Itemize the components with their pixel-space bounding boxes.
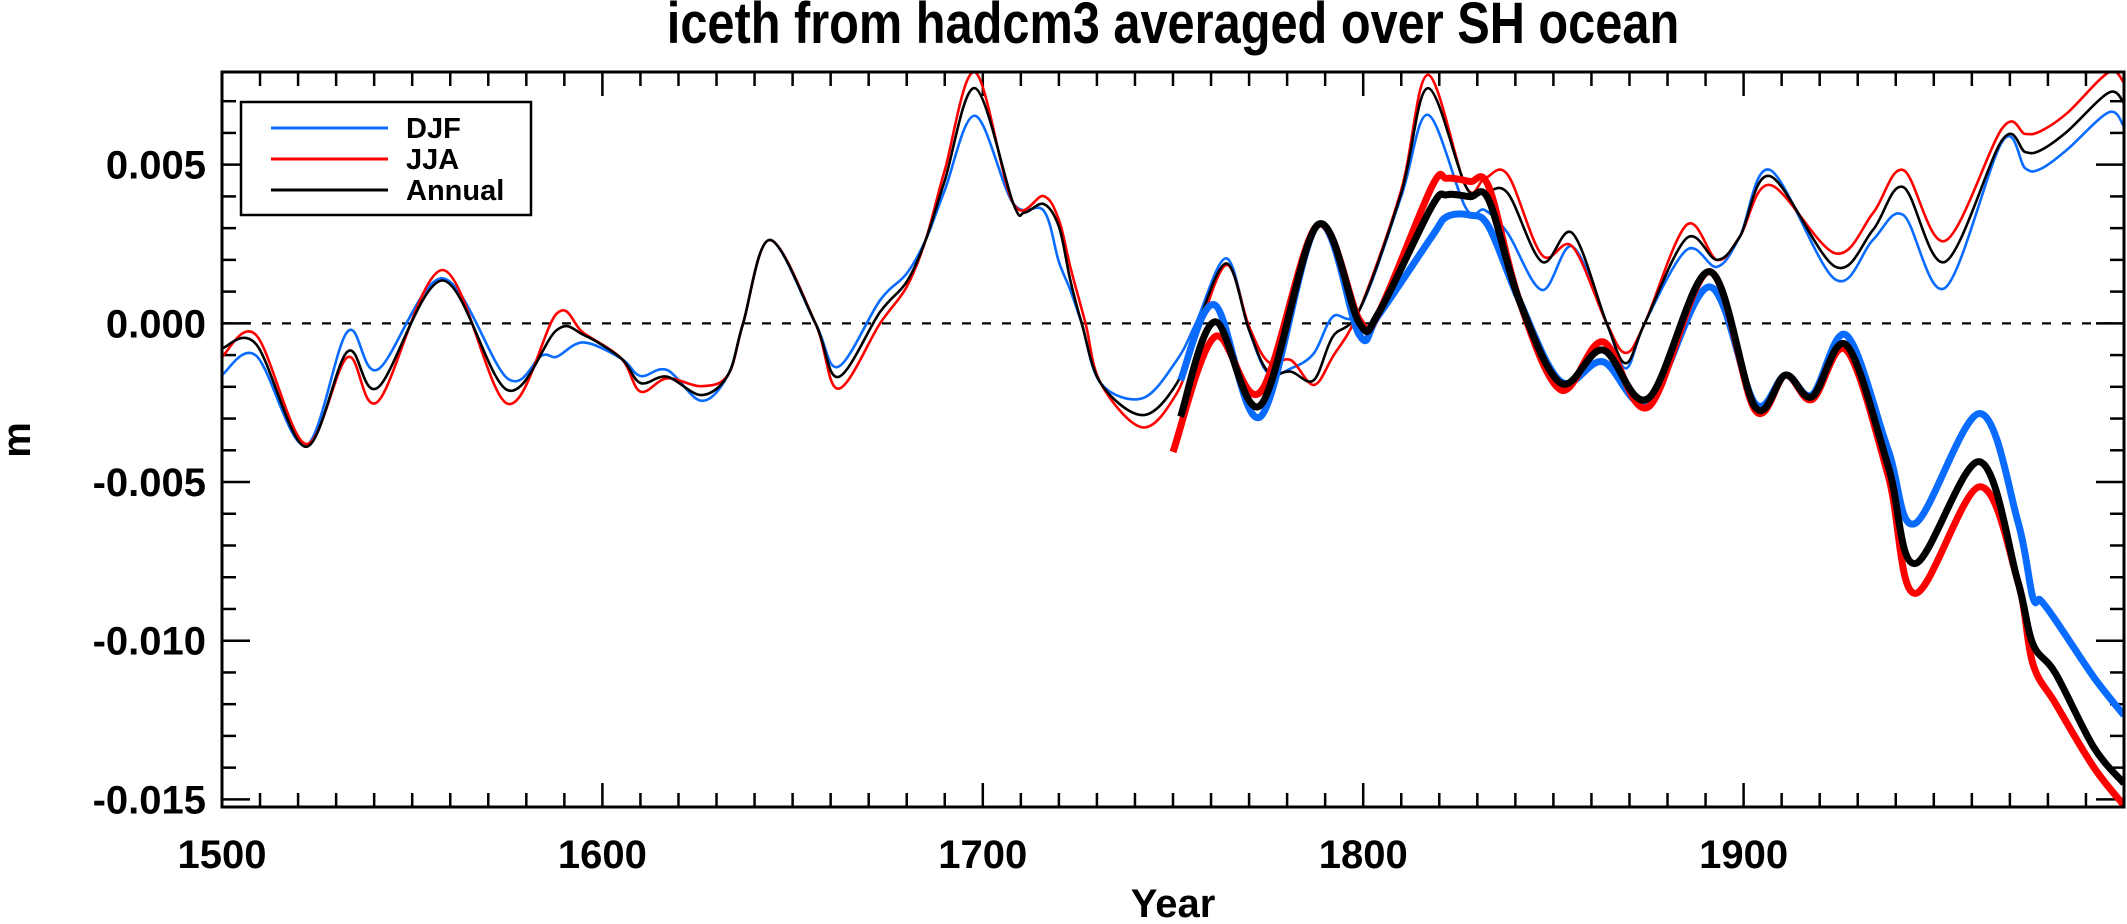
y-axis-label: m — [0, 422, 39, 458]
legend-label: JJA — [406, 144, 459, 176]
legend-label: DJF — [406, 113, 461, 145]
y-tick-label: 0.005 — [106, 144, 206, 188]
plot-frame — [220, 70, 2126, 809]
series-annual-thick — [1177, 188, 2124, 786]
y-tick-label: -0.015 — [93, 778, 206, 822]
x-tick-label: 1700 — [938, 833, 1027, 877]
x-tick-label: 1600 — [558, 833, 647, 877]
x-axis-label: Year — [1131, 882, 1216, 924]
x-tick-label: 1800 — [1319, 833, 1408, 877]
x-tick-labels: 1500 1600 1700 1800 1900 — [178, 833, 1789, 877]
y-tick-labels: -0.015 -0.010 -0.005 0.000 0.005 — [93, 144, 206, 823]
x-tick-label: 1500 — [178, 833, 267, 877]
y-tick-label: -0.010 — [93, 620, 206, 664]
legend-entry-djf: DJF — [271, 113, 461, 145]
legend-entry-jja: JJA — [271, 144, 459, 176]
y-tick-label: 0.000 — [106, 302, 206, 346]
y-tick-label: -0.005 — [93, 461, 206, 505]
x-tick-label: 1900 — [1699, 833, 1788, 877]
series-lines — [222, 72, 2124, 807]
series-jja-thick — [1169, 170, 2124, 807]
legend-entry-annual: Annual — [271, 175, 504, 207]
chart-title: iceth from hadcm3 averaged over SH ocean — [667, 0, 1679, 56]
legend-label: Annual — [406, 175, 504, 207]
